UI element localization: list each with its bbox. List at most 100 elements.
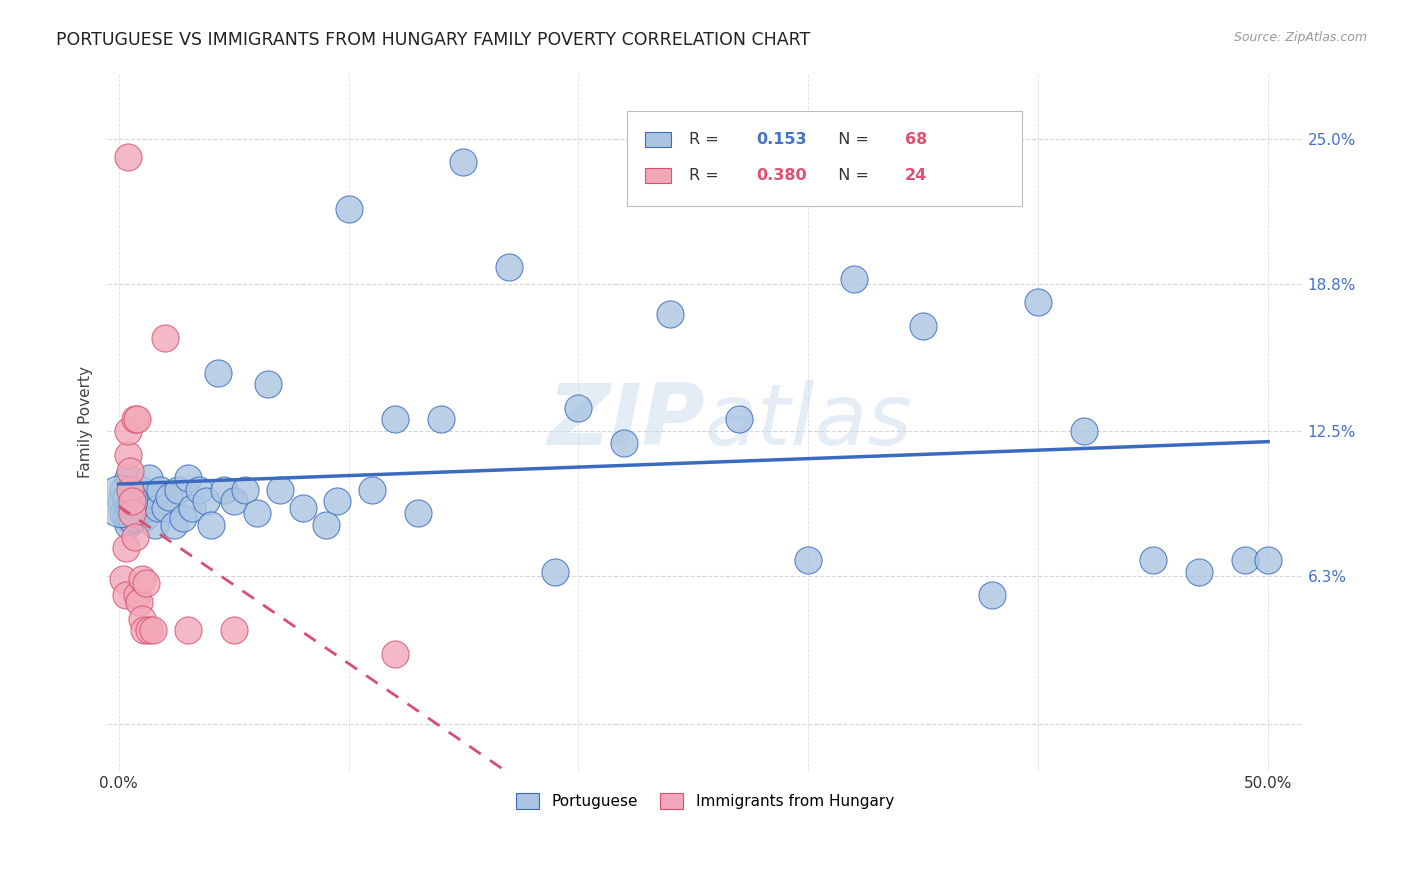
Point (176, 624, 198, 638)
Point (257, 377, 280, 392)
Point (406, 506, 429, 520)
Point (326, 494, 349, 508)
Point (384, 412, 406, 426)
Point (135, 576, 157, 591)
Point (125, 412, 148, 426)
Point (138, 624, 160, 638)
Point (195, 494, 218, 508)
Point (114, 511, 136, 525)
Point (269, 483, 291, 497)
Text: ZIP: ZIP (547, 380, 704, 463)
Point (145, 517, 167, 532)
Point (337, 202, 360, 216)
Point (153, 501, 176, 516)
Point (138, 471, 160, 485)
Point (176, 471, 198, 485)
Text: 68: 68 (904, 132, 927, 147)
Point (233, 483, 256, 497)
Text: 0.380: 0.380 (756, 168, 807, 183)
Point (567, 401, 589, 415)
Point (146, 501, 169, 516)
Point (132, 624, 155, 638)
Point (110, 494, 132, 508)
Point (498, 260, 520, 275)
Point (659, 307, 682, 321)
Point (120, 483, 142, 497)
Point (124, 412, 146, 426)
Point (222, 624, 245, 638)
Point (149, 483, 172, 497)
Point (120, 483, 142, 497)
Point (114, 490, 136, 504)
Text: atlas: atlas (704, 380, 912, 463)
Text: Source: ZipAtlas.com: Source: ZipAtlas.com (1233, 31, 1367, 45)
Point (844, 272, 866, 286)
Point (153, 330, 176, 344)
Point (117, 448, 139, 462)
Point (135, 501, 157, 516)
Point (222, 494, 245, 508)
Point (114, 588, 136, 602)
Point (112, 483, 135, 497)
Point (114, 541, 136, 556)
Legend: Portuguese, Immigrants from Hungary: Portuguese, Immigrants from Hungary (510, 787, 900, 815)
FancyBboxPatch shape (627, 112, 1022, 205)
Text: R =: R = (689, 132, 730, 147)
Point (125, 588, 148, 602)
Point (453, 155, 475, 169)
Text: 24: 24 (904, 168, 927, 183)
Point (912, 318, 935, 333)
Point (124, 530, 146, 544)
Point (200, 517, 222, 532)
Point (117, 471, 139, 485)
Point (1234, 553, 1257, 567)
Point (188, 483, 211, 497)
Point (384, 647, 406, 661)
Point (120, 499, 142, 513)
Point (981, 588, 1004, 602)
Point (245, 506, 267, 520)
Point (1142, 553, 1164, 567)
Point (117, 501, 139, 516)
Point (728, 412, 751, 426)
Point (1073, 424, 1095, 438)
Point (613, 436, 636, 450)
Point (1188, 565, 1211, 579)
Point (121, 501, 143, 516)
Point (124, 487, 146, 501)
Text: R =: R = (689, 168, 730, 183)
Text: PORTUGUESE VS IMMIGRANTS FROM HUNGARY FAMILY POVERTY CORRELATION CHART: PORTUGUESE VS IMMIGRANTS FROM HUNGARY FA… (56, 31, 810, 49)
Point (128, 494, 150, 508)
Point (131, 490, 153, 504)
Point (544, 565, 567, 579)
Point (120, 511, 142, 525)
FancyBboxPatch shape (645, 132, 672, 147)
Point (121, 494, 143, 508)
Point (1026, 295, 1049, 310)
Point (125, 501, 148, 516)
Point (214, 483, 236, 497)
Point (315, 517, 337, 532)
Point (429, 412, 451, 426)
Point (124, 511, 146, 525)
Text: N =: N = (828, 132, 875, 147)
Y-axis label: Family Poverty: Family Poverty (79, 366, 93, 478)
Point (132, 511, 155, 525)
Point (142, 487, 165, 501)
Point (121, 506, 143, 520)
Point (131, 572, 153, 586)
Point (128, 595, 150, 609)
Point (207, 366, 229, 380)
Point (163, 517, 186, 532)
Point (117, 517, 139, 532)
Point (117, 424, 139, 438)
Point (117, 150, 139, 164)
Point (131, 483, 153, 497)
Text: 0.153: 0.153 (756, 132, 807, 147)
Point (181, 501, 204, 516)
Point (167, 483, 190, 497)
Point (112, 506, 135, 520)
Point (360, 483, 382, 497)
Text: N =: N = (828, 168, 875, 183)
Point (1257, 553, 1279, 567)
